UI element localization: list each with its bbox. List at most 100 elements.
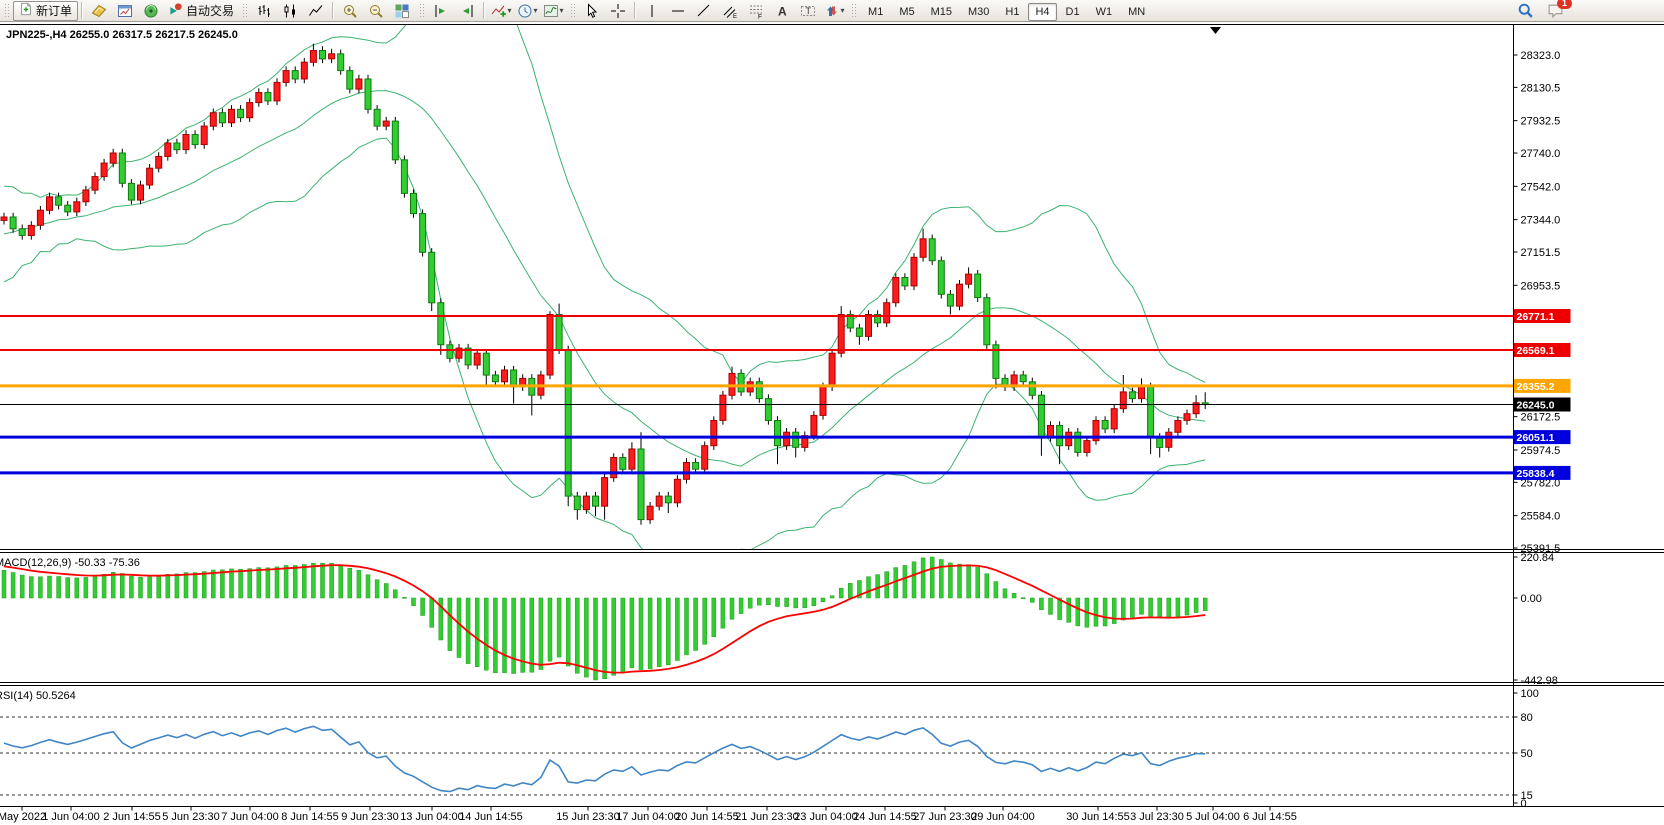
svg-text:27740.0: 27740.0 [1521,148,1561,160]
svg-text:26245.0: 26245.0 [1517,400,1555,412]
svg-text:220.84: 220.84 [1521,552,1555,564]
vertical-line-icon[interactable] [639,0,665,22]
new-order-button[interactable]: 新订单 [13,0,79,21]
toolbar-grip[interactable] [570,2,576,19]
svg-text:25974.5: 25974.5 [1521,445,1561,457]
time-axis-label: May 2022 [0,811,46,823]
toolbar-grip[interactable] [4,2,9,19]
text-tool-icon[interactable]: A [769,0,795,22]
svg-text:27932.5: 27932.5 [1521,116,1561,128]
market-watch-icon[interactable] [86,0,112,22]
community-chat-icon[interactable]: 1 [1542,0,1572,22]
time-axis-label: 14 Jun 14:55 [459,811,523,823]
symbol-title: JPN225-,H4 26255.0 26317.5 26217.5 26245… [6,29,238,41]
time-axis-label: 23 Jun 04:00 [794,811,858,823]
toolbar-grip[interactable] [851,2,857,19]
dropdown-arrow-icon: ▾ [533,6,538,15]
timeframe-group: M1 M5 M15 M30 H1 H4 D1 W1 MN [860,2,1153,21]
tf-M5[interactable]: M5 [899,5,915,18]
svg-text:0: 0 [1521,798,1527,810]
last-bar-marker [1210,27,1221,34]
panel-borders [0,24,1664,807]
periods-clock-icon[interactable]: ▾ [514,0,540,22]
svg-text:26172.5: 26172.5 [1521,412,1561,424]
toolbar-grip[interactable] [242,2,248,19]
price-tag [1513,465,1571,480]
zoom-out-icon[interactable] [363,0,389,22]
time-axis-label: 17 Jun 04:00 [616,811,680,823]
price-tag [1513,343,1571,357]
autotrading-icon [168,2,183,20]
crosshair-icon[interactable] [605,0,631,22]
toolbar: 新订单 自动交易 [0,0,1664,22]
time-axis-label: 7 Jun 04:00 [221,811,279,823]
macd-panel [1,556,1208,681]
macd-label: MACD(12,26,9) -50.33 -75.36 [0,557,140,569]
time-axis-label: 27 Jun 23:30 [913,811,977,823]
data-window-icon[interactable] [112,0,138,22]
arrows-tool-icon[interactable]: ▾ [821,0,847,22]
tf-H4[interactable]: H4 [1028,2,1057,21]
chart-canvas[interactable]: 28323.0 28130.5 27932.5 27740.0 27542.0 27344… [0,23,1664,825]
trendline-icon[interactable] [691,0,717,22]
indicators-icon[interactable]: ▾ [488,0,514,22]
toolbar-grip[interactable] [419,2,425,19]
time-axis-label: 9 Jun 23:30 [341,811,399,823]
time-axis-label: 15 Jun 23:30 [556,811,620,823]
rsi-label: RSI(14) 50.5264 [0,690,76,702]
time-axis-label: 13 Jun 04:00 [400,811,464,823]
bollinger-bands [0,24,1209,550]
tf-M1[interactable]: M1 [868,5,884,18]
chart-shift-icon[interactable] [428,0,454,22]
time-axis-label: 21 Jun 23:30 [735,811,799,823]
time-axis-label: 1 Jun 04:00 [42,811,100,823]
templates-icon[interactable]: ▾ [540,0,566,22]
svg-text:-442.98: -442.98 [1521,675,1558,687]
tf-MN[interactable]: MN [1128,5,1146,18]
notification-badge: 1 [1557,0,1572,9]
svg-text:0.00: 0.00 [1521,593,1542,605]
dropdown-arrow-icon: ▾ [840,6,845,15]
auto-scroll-icon[interactable] [454,0,480,22]
new-order-icon [19,2,33,19]
time-axis-label: 2 Jun 14:55 [103,811,161,823]
time-axis-label: 24 Jun 14:55 [853,811,917,823]
svg-text:27344.0: 27344.0 [1521,215,1561,227]
svg-text:50: 50 [1521,748,1533,760]
horizontal-line-icon[interactable] [665,0,691,22]
svg-text:28130.5: 28130.5 [1521,82,1561,94]
tf-M30[interactable]: M30 [968,5,990,18]
tf-D1[interactable]: D1 [1065,5,1080,18]
fibonacci-icon[interactable]: F [743,0,769,22]
autotrading-button[interactable]: 自动交易 [164,1,238,21]
svg-text:100: 100 [1521,688,1539,700]
tf-W1[interactable]: W1 [1095,5,1113,18]
price-tag [1513,378,1571,393]
autotrading-label: 自动交易 [186,4,235,18]
tf-M15[interactable]: M15 [930,5,952,18]
zoom-in-icon[interactable] [337,0,363,22]
line-chart-icon[interactable] [303,0,329,22]
bar-chart-icon[interactable] [251,0,277,22]
tile-windows-icon[interactable] [389,0,415,22]
svg-text:T: T [806,6,812,16]
time-axis-label: 5 Jun 23:30 [162,811,220,823]
svg-text:26771.1: 26771.1 [1517,311,1555,323]
svg-text:26355.2: 26355.2 [1517,381,1555,393]
cursor-icon[interactable] [579,0,605,22]
price-tag [1513,309,1571,323]
equidistant-channel-icon[interactable]: E [717,0,743,22]
svg-text:25584.0: 25584.0 [1521,511,1561,523]
candlestick-chart-icon[interactable] [277,0,303,22]
svg-text:26569.1: 26569.1 [1517,345,1555,357]
time-axis-label: 8 Jun 14:55 [281,811,339,823]
text-label-tool-icon[interactable]: T [795,0,821,22]
search-icon[interactable] [1512,0,1538,22]
tf-H1[interactable]: H1 [1005,5,1020,18]
svg-text:27542.0: 27542.0 [1521,181,1561,193]
svg-text:25782.0: 25782.0 [1521,477,1561,489]
navigator-icon[interactable] [138,0,164,22]
svg-text:F: F [758,13,762,19]
svg-text:28323.0: 28323.0 [1521,50,1561,62]
price-tag [1513,430,1571,445]
